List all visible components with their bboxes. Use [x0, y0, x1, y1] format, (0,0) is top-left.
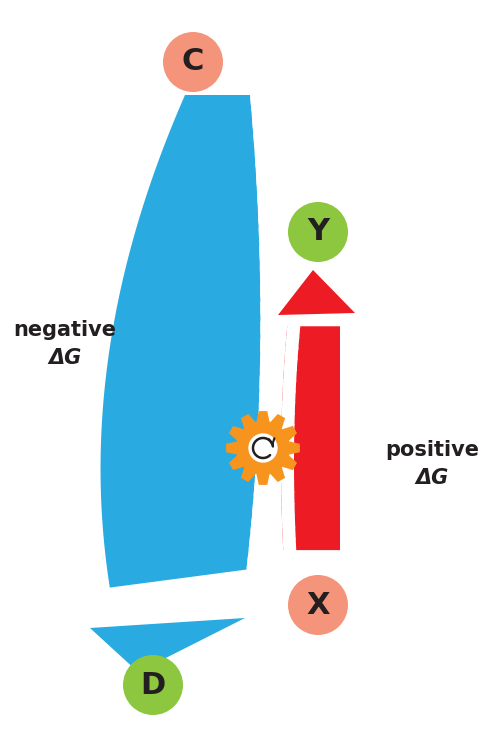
Polygon shape [254, 483, 269, 497]
Polygon shape [278, 270, 355, 315]
Polygon shape [100, 95, 261, 587]
Text: ΔG: ΔG [48, 348, 82, 368]
Polygon shape [246, 555, 262, 569]
Polygon shape [256, 172, 271, 185]
Polygon shape [260, 339, 274, 352]
Polygon shape [250, 519, 266, 533]
Polygon shape [285, 336, 299, 350]
Polygon shape [260, 358, 274, 371]
Polygon shape [281, 491, 294, 505]
Polygon shape [248, 536, 264, 550]
Polygon shape [282, 401, 295, 415]
Polygon shape [286, 324, 300, 338]
Text: ΔG: ΔG [415, 468, 449, 488]
Polygon shape [283, 368, 297, 382]
Polygon shape [261, 321, 274, 334]
Polygon shape [260, 284, 274, 297]
Polygon shape [281, 458, 294, 470]
Polygon shape [281, 446, 294, 459]
Polygon shape [254, 134, 268, 147]
Polygon shape [255, 154, 270, 167]
Text: negative: negative [14, 320, 116, 340]
Circle shape [163, 32, 223, 92]
Polygon shape [281, 413, 295, 425]
Polygon shape [283, 538, 296, 552]
Polygon shape [282, 514, 295, 528]
Polygon shape [261, 302, 274, 315]
Polygon shape [90, 618, 245, 672]
Polygon shape [281, 480, 294, 494]
Text: positive: positive [385, 440, 479, 460]
Text: D: D [141, 670, 166, 700]
Polygon shape [259, 393, 273, 406]
Polygon shape [258, 413, 273, 426]
Polygon shape [283, 379, 296, 393]
Polygon shape [282, 526, 296, 540]
Polygon shape [252, 115, 267, 129]
Circle shape [123, 655, 183, 715]
Circle shape [288, 202, 348, 262]
Polygon shape [284, 357, 298, 371]
Circle shape [288, 575, 348, 635]
Polygon shape [227, 413, 299, 484]
Polygon shape [257, 430, 272, 443]
Polygon shape [281, 326, 340, 550]
Polygon shape [259, 246, 274, 259]
Polygon shape [252, 500, 267, 514]
Polygon shape [260, 266, 274, 279]
Circle shape [249, 434, 277, 462]
Polygon shape [259, 228, 273, 242]
Polygon shape [250, 97, 265, 111]
Polygon shape [281, 469, 294, 482]
Polygon shape [256, 447, 271, 460]
Polygon shape [281, 503, 295, 517]
Text: C: C [182, 47, 204, 76]
Polygon shape [281, 423, 294, 436]
Text: Y: Y [307, 217, 329, 247]
Polygon shape [282, 390, 296, 404]
Text: X: X [306, 590, 330, 620]
Polygon shape [260, 376, 274, 389]
Polygon shape [257, 190, 272, 203]
Polygon shape [284, 346, 298, 361]
Polygon shape [281, 434, 294, 448]
Polygon shape [255, 466, 270, 480]
Polygon shape [258, 210, 273, 224]
